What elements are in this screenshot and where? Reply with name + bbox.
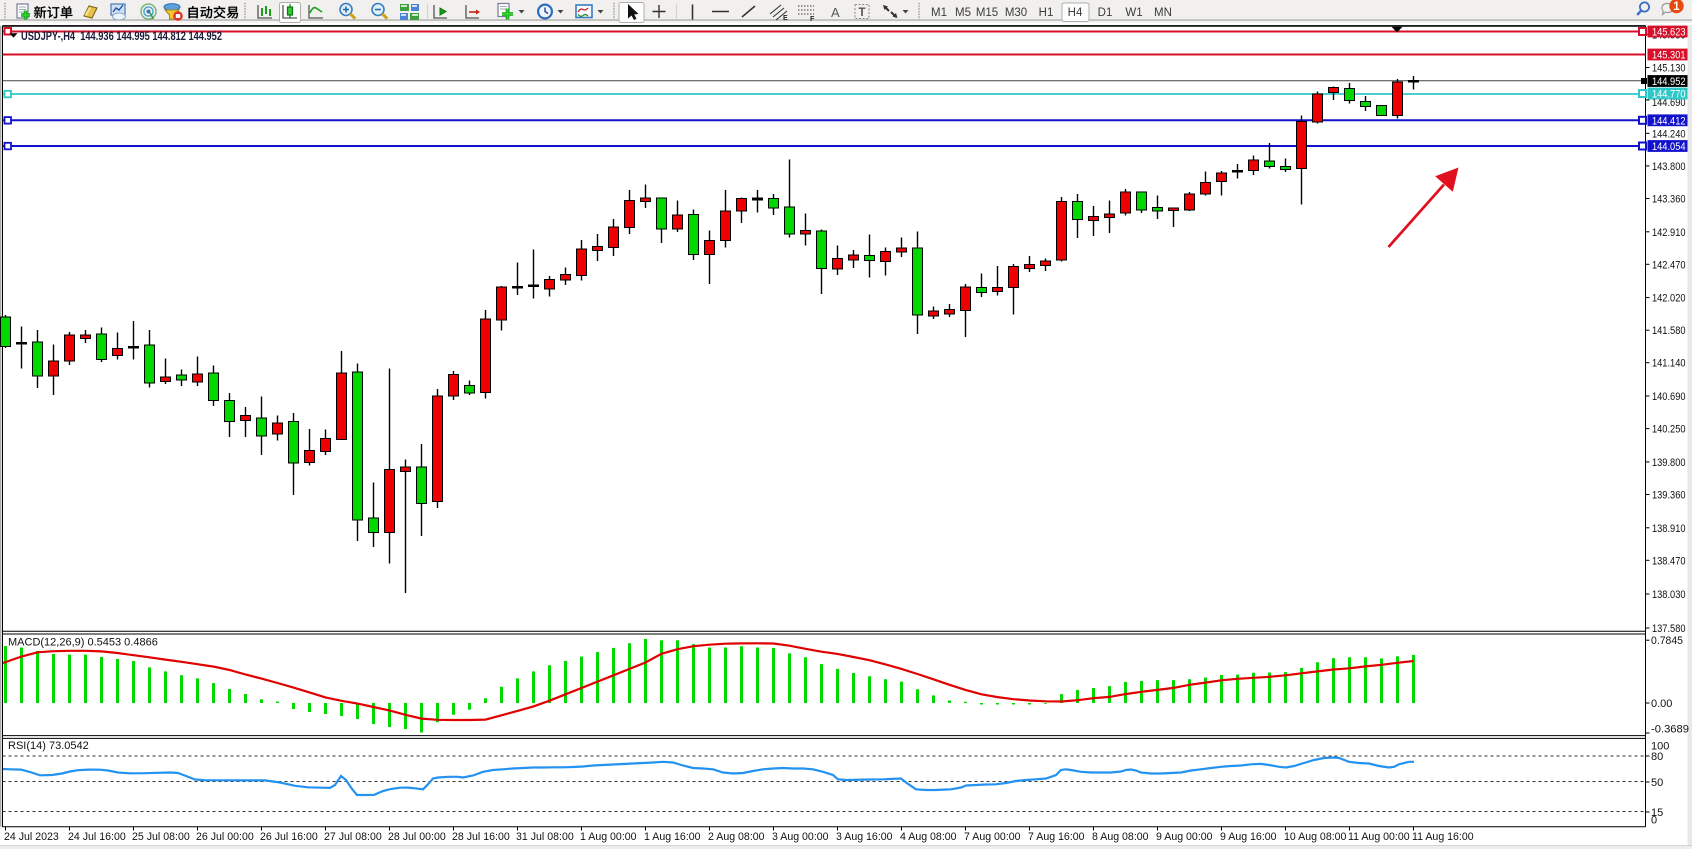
svg-text:0.00: 0.00 <box>1651 698 1672 710</box>
svg-text:0.7845: 0.7845 <box>1651 635 1683 647</box>
svg-text:-0.3689: -0.3689 <box>1651 724 1689 736</box>
svg-text:M30: M30 <box>1005 7 1027 19</box>
svg-text:100: 100 <box>1651 741 1669 753</box>
svg-text:50: 50 <box>1651 777 1663 789</box>
svg-text:137.580: 137.580 <box>1652 623 1686 635</box>
svg-text:E: E <box>783 15 788 22</box>
svg-text:144.240: 144.240 <box>1652 128 1686 140</box>
svg-text:15: 15 <box>1651 807 1663 819</box>
svg-text:80: 80 <box>1651 751 1663 763</box>
svg-text:138.470: 138.470 <box>1652 555 1686 567</box>
svg-text:1 Aug 00:00: 1 Aug 00:00 <box>580 831 637 843</box>
svg-text:139.360: 139.360 <box>1652 490 1686 502</box>
svg-text:26 Jul 16:00: 26 Jul 16:00 <box>260 831 318 843</box>
svg-text:9 Aug 16:00: 9 Aug 16:00 <box>1220 831 1277 843</box>
svg-text:138.030: 138.030 <box>1652 589 1686 601</box>
svg-text:144.770: 144.770 <box>1652 89 1686 101</box>
svg-text:3 Aug 16:00: 3 Aug 16:00 <box>836 831 893 843</box>
svg-text:7 Aug 00:00: 7 Aug 00:00 <box>964 831 1021 843</box>
svg-text:140.250: 140.250 <box>1652 424 1686 436</box>
svg-text:24 Jul 16:00: 24 Jul 16:00 <box>68 831 126 843</box>
svg-text:140.690: 140.690 <box>1652 391 1686 403</box>
svg-text:143.800: 143.800 <box>1652 161 1686 173</box>
svg-text:142.910: 142.910 <box>1652 227 1686 239</box>
svg-text:145.130: 145.130 <box>1652 63 1686 75</box>
svg-text:RSI(14) 73.0542: RSI(14) 73.0542 <box>8 740 89 752</box>
svg-text:USDJPY-,H4 144.936 144.995 14: USDJPY-,H4 144.936 144.995 144.812 144.9… <box>21 31 222 43</box>
svg-text:145.301: 145.301 <box>1652 50 1686 62</box>
svg-text:144.412: 144.412 <box>1652 115 1686 127</box>
svg-text:138.910: 138.910 <box>1652 523 1686 535</box>
svg-text:9 Aug 00:00: 9 Aug 00:00 <box>1156 831 1213 843</box>
svg-text:142.470: 142.470 <box>1652 259 1686 271</box>
svg-text:143.360: 143.360 <box>1652 194 1686 206</box>
svg-text:144.952: 144.952 <box>1652 76 1686 88</box>
svg-text:M1: M1 <box>931 7 947 19</box>
svg-text:W1: W1 <box>1125 7 1142 19</box>
svg-text:H4: H4 <box>1068 7 1083 19</box>
svg-text:11 Aug 16:00: 11 Aug 16:00 <box>1412 831 1474 843</box>
svg-text:139.800: 139.800 <box>1652 457 1686 469</box>
svg-text:25 Jul 08:00: 25 Jul 08:00 <box>132 831 190 843</box>
svg-text:T: T <box>859 7 866 19</box>
svg-text:1: 1 <box>1673 1 1680 13</box>
svg-text:4 Aug 08:00: 4 Aug 08:00 <box>900 831 957 843</box>
svg-text:28 Jul 00:00: 28 Jul 00:00 <box>388 831 446 843</box>
svg-text:28 Jul 16:00: 28 Jul 16:00 <box>452 831 510 843</box>
svg-text:144.054: 144.054 <box>1652 141 1686 153</box>
svg-text:141.580: 141.580 <box>1652 325 1686 337</box>
svg-text:142.020: 142.020 <box>1652 293 1686 305</box>
svg-text:145.623: 145.623 <box>1652 27 1686 39</box>
svg-text:M15: M15 <box>976 7 998 19</box>
svg-text:MACD(12,26,9) 0.5453 0.4866: MACD(12,26,9) 0.5453 0.4866 <box>8 637 158 649</box>
svg-text:A: A <box>831 5 840 20</box>
svg-text:0: 0 <box>1651 815 1657 827</box>
svg-text:3 Aug 00:00: 3 Aug 00:00 <box>772 831 829 843</box>
svg-text:H1: H1 <box>1039 7 1054 19</box>
svg-text:27 Jul 08:00: 27 Jul 08:00 <box>324 831 382 843</box>
svg-text:MN: MN <box>1154 7 1172 19</box>
svg-text:D1: D1 <box>1098 7 1113 19</box>
svg-text:2 Aug 08:00: 2 Aug 08:00 <box>708 831 765 843</box>
svg-text:8 Aug 08:00: 8 Aug 08:00 <box>1092 831 1149 843</box>
svg-text:1 Aug 16:00: 1 Aug 16:00 <box>644 831 701 843</box>
svg-text:M5: M5 <box>955 7 971 19</box>
svg-text:31 Jul 08:00: 31 Jul 08:00 <box>516 831 574 843</box>
svg-text:141.140: 141.140 <box>1652 358 1686 370</box>
svg-text:10 Aug 08:00: 10 Aug 08:00 <box>1284 831 1347 843</box>
svg-text:144.690: 144.690 <box>1652 97 1686 109</box>
svg-text:26 Jul 00:00: 26 Jul 00:00 <box>196 831 254 843</box>
svg-text:F: F <box>810 16 815 23</box>
svg-text:7 Aug 16:00: 7 Aug 16:00 <box>1028 831 1085 843</box>
svg-text:24 Jul 2023: 24 Jul 2023 <box>4 831 59 843</box>
svg-text:11 Aug 00:00: 11 Aug 00:00 <box>1348 831 1410 843</box>
